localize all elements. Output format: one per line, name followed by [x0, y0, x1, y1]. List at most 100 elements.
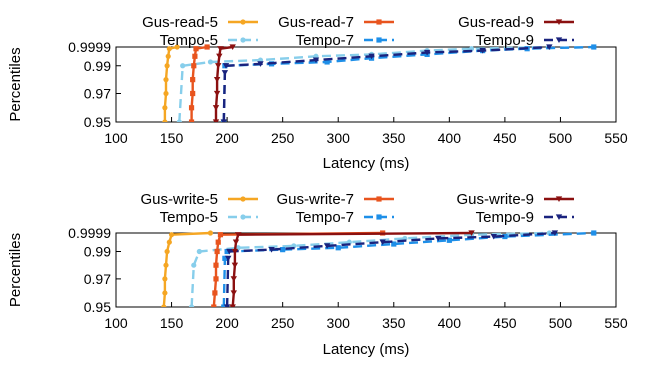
x-tick-label: 200: [215, 130, 239, 146]
data-point: [230, 290, 237, 296]
data-point: [221, 304, 227, 307]
legend-marker: [555, 214, 563, 220]
data-point: [207, 59, 214, 65]
plot-frame: [115, 232, 617, 308]
data-point: [168, 232, 175, 238]
data-point: [591, 230, 597, 236]
legend-label: Tempo-5: [160, 209, 218, 226]
data-point: [232, 239, 240, 246]
legend-marker: [240, 37, 246, 43]
data-point: [229, 304, 236, 307]
series-Tempo-5: [176, 44, 552, 122]
x-tick-label: 550: [604, 315, 628, 331]
y-tick-label: 0.99: [84, 58, 111, 74]
data-point: [231, 248, 239, 255]
data-point: [215, 63, 222, 69]
data-point: [214, 248, 220, 255]
legend-label: Gus-read-9: [458, 14, 534, 31]
data-point: [257, 61, 264, 67]
data-point: [323, 243, 331, 249]
data-point: [162, 105, 168, 111]
legend-label: Tempo-7: [296, 209, 354, 226]
data-point: [446, 237, 452, 243]
legend-label: Gus-write-9: [456, 191, 534, 208]
x-tick-label: 500: [549, 130, 573, 146]
legend-item: Tempo-5: [160, 32, 258, 49]
data-point: [324, 59, 330, 65]
x-tick-label: 300: [327, 315, 351, 331]
legend-marker: [555, 196, 563, 202]
data-point: [391, 241, 397, 247]
x-tick-label: 500: [549, 315, 573, 331]
series-line: [214, 45, 233, 122]
x-tick-label: 400: [438, 315, 462, 331]
series-Tempo-9: [223, 230, 559, 307]
y-tick-label: 0.95: [84, 299, 111, 315]
series-line: [222, 231, 594, 307]
data-point: [166, 46, 172, 52]
data-point: [230, 276, 237, 282]
legend: Gus-write-5 Gus-write-7 Gus-write-9 Tempo-5…: [140, 191, 574, 226]
data-point: [312, 57, 320, 64]
legend-marker: [240, 196, 246, 202]
data-point: [204, 44, 210, 50]
data-point: [213, 262, 219, 268]
data-point: [280, 247, 286, 253]
legend-item: Tempo-7: [296, 32, 394, 49]
x-tick-label: 450: [493, 130, 517, 146]
data-point: [216, 53, 223, 60]
y-tick-label: 0.9999: [68, 39, 111, 55]
legend-item: Gus-write-5: [140, 191, 258, 208]
data-point: [222, 63, 230, 69]
x-tick-label: 150: [160, 315, 184, 331]
legend-label: Gus-write-5: [140, 191, 218, 208]
data-point: [368, 53, 375, 60]
legend-label: Gus-read-5: [142, 14, 218, 31]
data-point: [222, 255, 228, 261]
data-point: [212, 105, 220, 111]
data-point: [162, 276, 168, 282]
data-point: [229, 44, 236, 50]
x-tick-label: 200: [215, 315, 239, 331]
data-point: [166, 239, 172, 245]
legend-item: Tempo-7: [296, 209, 394, 226]
data-point: [211, 304, 217, 307]
series-Gus-write-9: [229, 230, 475, 307]
legend-label: Gus-write-7: [276, 191, 354, 208]
data-point: [161, 304, 167, 307]
series-Tempo-7: [221, 230, 597, 307]
series-Gus-read-9: [212, 44, 236, 122]
data-point: [231, 262, 239, 269]
data-point: [379, 239, 386, 246]
data-point: [225, 255, 232, 262]
series-Gus-write-5: [161, 230, 214, 307]
data-point: [423, 49, 431, 56]
data-point: [490, 233, 497, 240]
y-axis-title: Percentiles: [7, 233, 24, 307]
data-point: [212, 290, 218, 296]
legend-item: Tempo-9: [476, 32, 574, 49]
data-point: [196, 248, 202, 255]
data-point: [217, 232, 224, 238]
data-point: [215, 239, 221, 245]
y-axis-title: Percentiles: [7, 47, 24, 121]
data-point: [224, 248, 230, 255]
legend-item: Gus-read-9: [458, 14, 574, 31]
x-tick-label: 550: [604, 130, 628, 146]
legend-marker: [555, 37, 563, 43]
legend-label: Tempo-5: [160, 32, 218, 49]
data-point: [226, 248, 233, 255]
x-tick-label: 150: [160, 130, 184, 146]
legend-item: Gus-read-5: [142, 14, 258, 31]
data-point: [162, 290, 168, 296]
data-point: [191, 63, 197, 69]
series-line: [222, 45, 594, 122]
data-point: [188, 119, 195, 122]
data-point: [213, 90, 221, 97]
data-point: [207, 230, 214, 236]
x-tick-label: 250: [271, 315, 295, 331]
legend-marker: [240, 19, 246, 25]
data-point: [502, 233, 508, 240]
